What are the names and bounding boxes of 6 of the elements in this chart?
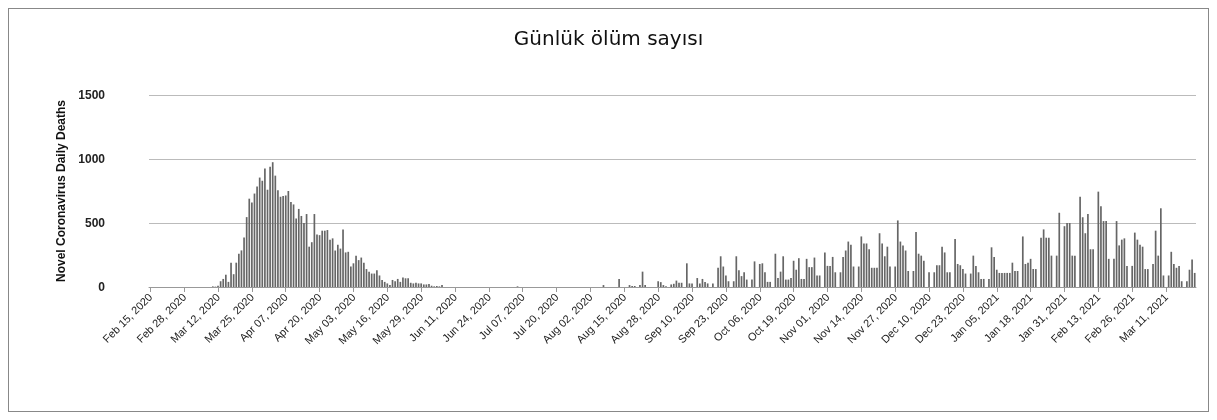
y-tick-label: 500	[84, 216, 106, 230]
y-tick-label: 1500	[78, 88, 106, 102]
y-tick-label: 1000	[78, 152, 106, 166]
y-tick-label: 0	[98, 280, 106, 294]
y-axis-title: Novel Coronavirus Daily Deaths	[54, 99, 69, 283]
chart-title: Günlük ölüm sayısı	[513, 26, 704, 50]
